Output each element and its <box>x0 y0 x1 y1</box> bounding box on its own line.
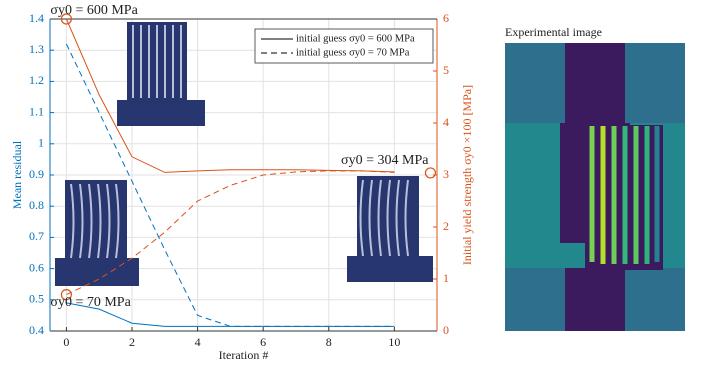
image-title: Experimental image <box>505 25 602 39</box>
specimen-thumbnail <box>117 22 205 126</box>
y2-tick-label: 5 <box>443 63 449 77</box>
y-tick-label: 0.8 <box>29 198 44 212</box>
y-tick-label: 1 <box>38 136 44 150</box>
x-tick-label: 2 <box>129 335 135 349</box>
x-axis-label: Iteration # <box>219 348 269 362</box>
highlight-marker <box>60 13 72 25</box>
legend-label: initial guess σy0 = 600 MPa <box>296 33 415 44</box>
y-tick-label: 0.4 <box>29 323 44 337</box>
highlight-marker <box>60 289 72 301</box>
highlight-marker <box>424 167 437 179</box>
y2-tick-label: 1 <box>443 271 449 285</box>
y-axis-label: Mean residual <box>10 140 24 209</box>
y2-axis-label: Initial yield strength σy0 ×100 [MPa] <box>460 85 474 265</box>
y-tick-label: 1.1 <box>29 104 44 118</box>
y2-tick-label: 2 <box>443 219 449 233</box>
x-tick-label: 10 <box>388 335 400 349</box>
series-line <box>66 170 395 296</box>
y2-tick-label: 0 <box>443 323 449 337</box>
y-tick-label: 0.7 <box>29 229 44 243</box>
y-tick-label: 0.6 <box>29 260 44 274</box>
y-tick-label: 0.9 <box>29 167 44 181</box>
x-tick-label: 4 <box>195 335 201 349</box>
highlight-label: σy0 = 70 MPa <box>50 295 131 310</box>
specimen-thumbnail <box>347 176 433 282</box>
series-line <box>65 18 395 173</box>
specimen-thumbnail <box>55 180 139 286</box>
highlight-label: σy0 = 600 MPa <box>50 3 138 18</box>
highlight-label: σy0 = 304 MPa <box>341 153 429 168</box>
y2-tick-label: 4 <box>443 115 449 129</box>
legend-box <box>254 28 434 64</box>
x-tick-label: 6 <box>260 335 266 349</box>
y2-tick-label: 6 <box>443 11 449 25</box>
y-tick-label: 0.5 <box>29 292 44 306</box>
y2-tick-label: 3 <box>443 167 449 181</box>
x-tick-label: 0 <box>63 335 69 349</box>
experimental-image <box>505 43 685 331</box>
legend-label: initial guess σy0 = 70 MPa <box>296 47 410 58</box>
x-tick-label: 8 <box>326 335 332 349</box>
series-line <box>65 43 395 327</box>
y-tick-label: 1.3 <box>29 42 44 56</box>
y-tick-label: 1.4 <box>29 11 44 25</box>
y-tick-label: 1.2 <box>29 73 44 87</box>
